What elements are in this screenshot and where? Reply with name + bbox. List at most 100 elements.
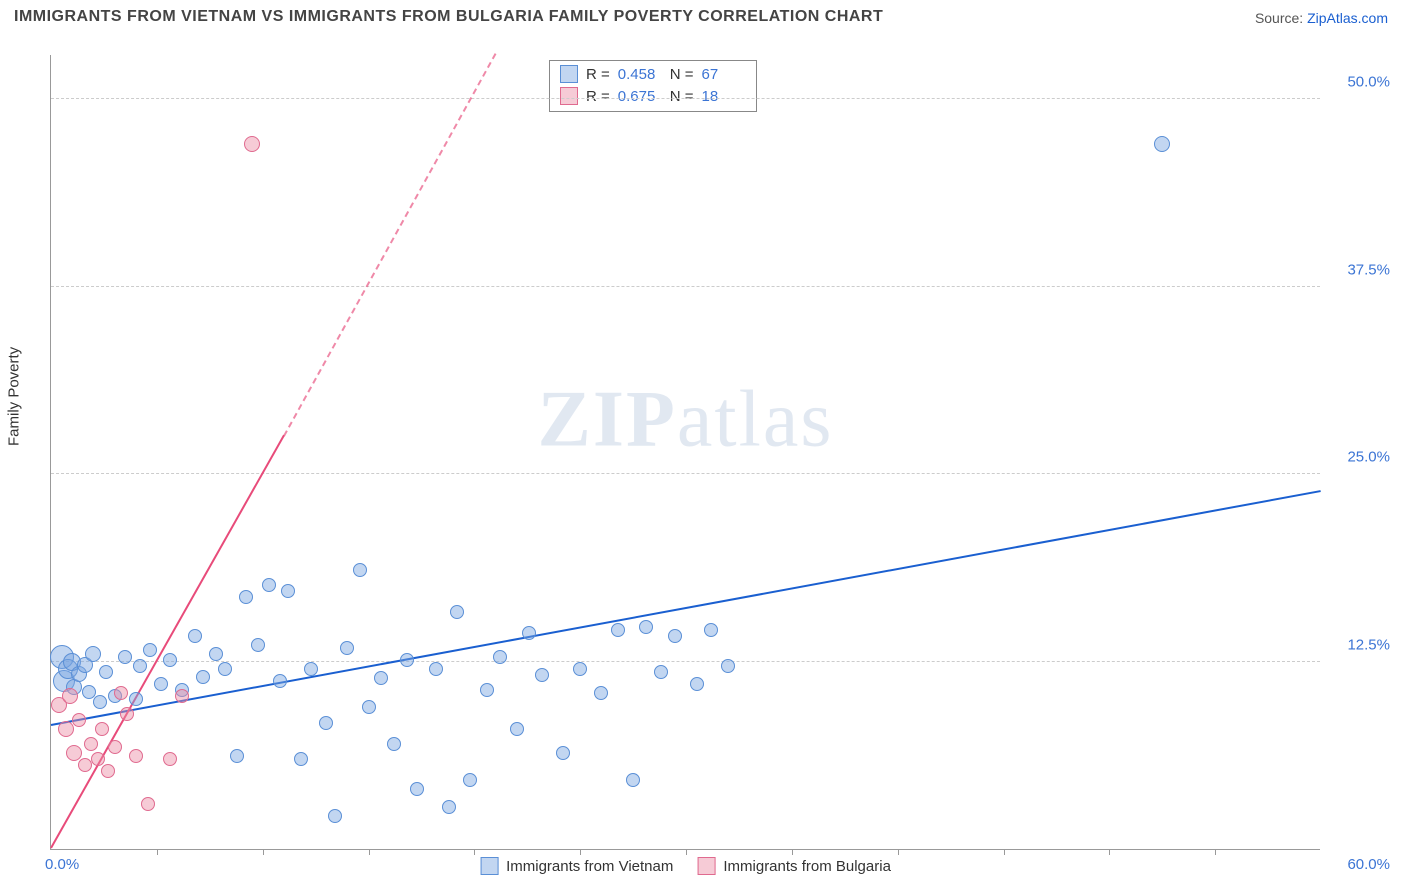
legend-item-bulgaria: Immigrants from Bulgaria xyxy=(697,857,891,875)
r-label: R = xyxy=(586,66,610,83)
data-point-bulgaria xyxy=(95,722,109,736)
data-point-vietnam xyxy=(1154,136,1170,152)
data-point-vietnam xyxy=(230,749,244,763)
y-tick-label: 25.0% xyxy=(1330,449,1390,466)
data-point-vietnam xyxy=(556,746,570,760)
data-point-bulgaria xyxy=(72,713,86,727)
data-point-vietnam xyxy=(294,752,308,766)
data-point-vietnam xyxy=(143,643,157,657)
r-label: R = xyxy=(586,88,610,105)
r-value: 0.675 xyxy=(618,88,662,105)
n-value: 18 xyxy=(702,88,746,105)
x-tick xyxy=(1004,849,1005,855)
data-point-bulgaria xyxy=(101,764,115,778)
data-point-bulgaria xyxy=(114,686,128,700)
data-point-vietnam xyxy=(626,773,640,787)
data-point-vietnam xyxy=(463,773,477,787)
legend-swatch xyxy=(560,87,578,105)
data-point-vietnam xyxy=(704,623,718,637)
data-point-vietnam xyxy=(304,662,318,676)
x-tick xyxy=(580,849,581,855)
y-tick-label: 37.5% xyxy=(1330,261,1390,278)
data-point-vietnam xyxy=(196,670,210,684)
data-point-vietnam xyxy=(429,662,443,676)
data-point-vietnam xyxy=(654,665,668,679)
data-point-vietnam xyxy=(273,674,287,688)
source-attribution: Source: ZipAtlas.com xyxy=(1255,10,1388,26)
gridline xyxy=(51,98,1320,99)
data-point-vietnam xyxy=(118,650,132,664)
data-point-bulgaria xyxy=(91,752,105,766)
correlation-legend: R =0.458N =67R =0.675N =18 xyxy=(549,60,757,112)
x-tick xyxy=(474,849,475,855)
data-point-vietnam xyxy=(188,629,202,643)
data-point-vietnam xyxy=(154,677,168,691)
legend-label: Immigrants from Vietnam xyxy=(506,858,673,875)
data-point-bulgaria xyxy=(175,689,189,703)
legend-swatch xyxy=(560,65,578,83)
trend-line xyxy=(50,435,285,848)
data-point-vietnam xyxy=(239,590,253,604)
legend-row-bulgaria: R = 0.675 N = 18 xyxy=(560,85,746,107)
data-point-vietnam xyxy=(209,647,223,661)
data-point-vietnam xyxy=(262,578,276,592)
data-point-vietnam xyxy=(251,638,265,652)
gridline xyxy=(51,286,1320,287)
data-point-vietnam xyxy=(93,695,107,709)
legend-label: Immigrants from Bulgaria xyxy=(723,858,891,875)
data-point-vietnam xyxy=(611,623,625,637)
data-point-vietnam xyxy=(668,629,682,643)
scatter-plot-area: ZIPatlas 0.0% 60.0% R =0.458N =67R =0.67… xyxy=(50,55,1320,850)
data-point-bulgaria xyxy=(108,740,122,754)
data-point-bulgaria xyxy=(84,737,98,751)
data-point-vietnam xyxy=(442,800,456,814)
data-point-vietnam xyxy=(85,646,101,662)
data-point-vietnam xyxy=(319,716,333,730)
y-axis-title: Family Poverty xyxy=(6,347,23,446)
data-point-vietnam xyxy=(690,677,704,691)
data-point-bulgaria xyxy=(62,688,78,704)
n-label: N = xyxy=(670,88,694,105)
x-tick xyxy=(1215,849,1216,855)
watermark-bold: ZIP xyxy=(538,376,677,464)
source-label: Source: xyxy=(1255,10,1307,26)
x-tick xyxy=(157,849,158,855)
y-tick-label: 12.5% xyxy=(1330,636,1390,653)
data-point-vietnam xyxy=(493,650,507,664)
gridline xyxy=(51,661,1320,662)
data-point-bulgaria xyxy=(120,707,134,721)
x-tick xyxy=(1109,849,1110,855)
gridline xyxy=(51,473,1320,474)
data-point-bulgaria xyxy=(163,752,177,766)
x-tick xyxy=(792,849,793,855)
x-axis-origin-label: 0.0% xyxy=(45,856,79,873)
x-tick xyxy=(369,849,370,855)
data-point-vietnam xyxy=(535,668,549,682)
data-point-vietnam xyxy=(522,626,536,640)
data-point-vietnam xyxy=(573,662,587,676)
data-point-vietnam xyxy=(99,665,113,679)
data-point-vietnam xyxy=(400,653,414,667)
data-point-vietnam xyxy=(387,737,401,751)
n-value: 67 xyxy=(702,66,746,83)
y-tick-label: 50.0% xyxy=(1330,74,1390,91)
data-point-bulgaria xyxy=(129,749,143,763)
data-point-vietnam xyxy=(639,620,653,634)
data-point-vietnam xyxy=(410,782,424,796)
data-point-vietnam xyxy=(721,659,735,673)
chart-title: IMMIGRANTS FROM VIETNAM VS IMMIGRANTS FR… xyxy=(14,8,883,26)
data-point-vietnam xyxy=(510,722,524,736)
data-point-vietnam xyxy=(450,605,464,619)
data-point-vietnam xyxy=(374,671,388,685)
legend-row-vietnam: R =0.458N =67 xyxy=(560,63,746,85)
source-link[interactable]: ZipAtlas.com xyxy=(1307,10,1388,26)
n-label: N = xyxy=(670,66,694,83)
trend-line xyxy=(51,490,1321,726)
series-legend: Immigrants from Vietnam Immigrants from B… xyxy=(480,857,891,875)
legend-item-vietnam: Immigrants from Vietnam xyxy=(480,857,673,875)
watermark-rest: atlas xyxy=(677,376,834,464)
data-point-vietnam xyxy=(129,692,143,706)
data-point-vietnam xyxy=(480,683,494,697)
data-point-vietnam xyxy=(353,563,367,577)
x-axis-max-label: 60.0% xyxy=(1330,856,1390,873)
